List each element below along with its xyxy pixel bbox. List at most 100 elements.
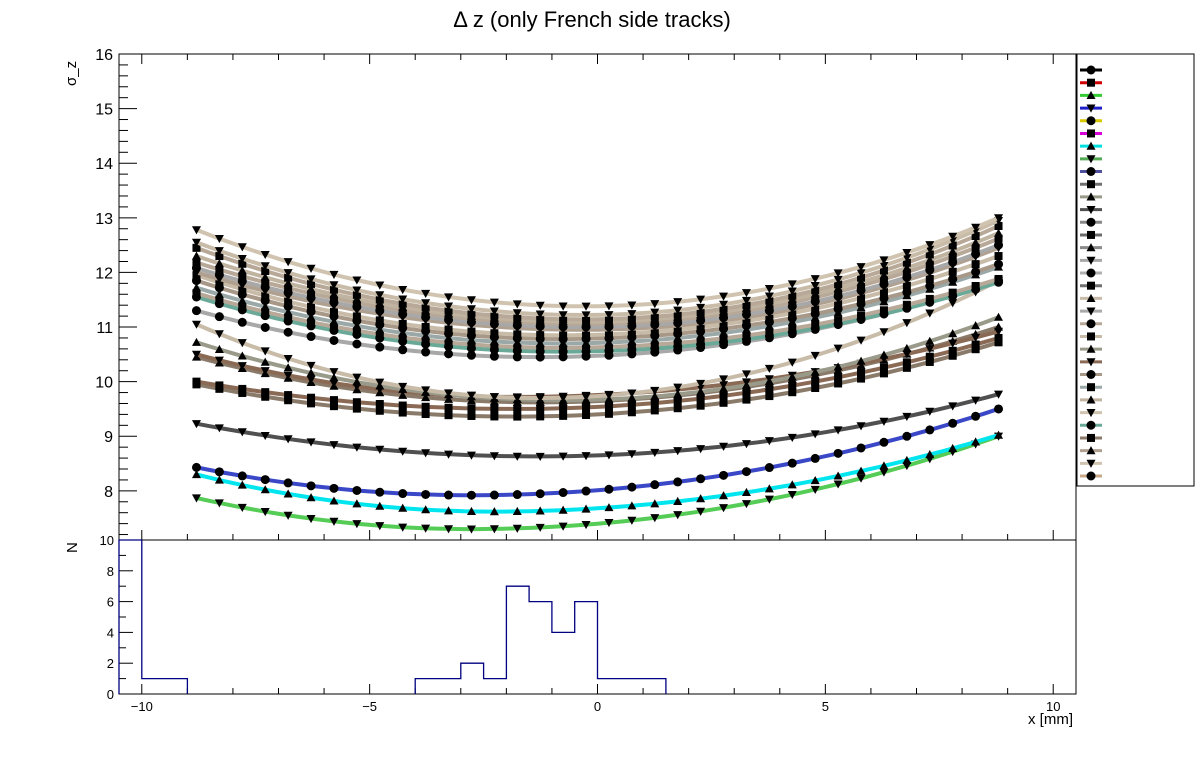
histogram-bin <box>506 586 529 694</box>
data-point <box>214 259 224 268</box>
data-point <box>329 289 339 298</box>
series-1 <box>191 432 1004 534</box>
data-point <box>582 330 591 339</box>
legend-entry <box>1080 90 1102 99</box>
y-tick-label: 10 <box>100 533 114 548</box>
data-point <box>535 452 545 461</box>
data-point <box>329 294 338 303</box>
legend <box>1076 53 1195 487</box>
data-point <box>696 295 706 304</box>
data-point <box>260 302 270 311</box>
data-point <box>650 399 659 408</box>
data-point <box>398 503 408 512</box>
data-point <box>513 330 522 339</box>
data-point <box>306 361 316 370</box>
series-line <box>196 434 1000 532</box>
legend-entry <box>1080 141 1102 150</box>
data-point <box>306 438 316 447</box>
legend-entry <box>1080 446 1102 455</box>
data-point <box>467 411 476 420</box>
data-point <box>856 336 866 345</box>
data-point <box>535 506 545 515</box>
top-y-axis: 8 9 10 11 12 13 14 15 16 <box>95 47 137 536</box>
data-point <box>238 384 247 393</box>
data-point <box>994 338 1003 347</box>
data-point <box>466 305 476 314</box>
data-point <box>581 302 591 311</box>
data-point <box>535 394 545 403</box>
data-point <box>764 376 774 385</box>
data-point <box>444 349 454 359</box>
data-point <box>191 306 201 316</box>
data-point <box>283 478 293 488</box>
data-point <box>306 493 316 502</box>
data-point <box>214 330 224 339</box>
data-point <box>811 320 820 329</box>
data-point <box>764 437 774 446</box>
legend-entry <box>1080 230 1102 239</box>
data-point <box>925 274 934 283</box>
data-point <box>879 256 889 265</box>
data-point <box>214 499 224 508</box>
data-point <box>398 401 407 410</box>
data-point <box>559 404 568 413</box>
data-point <box>902 281 911 290</box>
data-point <box>352 443 362 452</box>
data-point <box>971 260 980 269</box>
data-point <box>650 308 660 317</box>
data-point <box>260 367 270 376</box>
data-point <box>283 327 293 337</box>
data-point <box>558 311 568 320</box>
data-point <box>214 235 224 244</box>
data-point <box>971 321 981 330</box>
data-point <box>559 411 568 420</box>
data-point <box>627 389 637 398</box>
data-point <box>787 280 797 289</box>
data-point <box>902 263 912 272</box>
data-point <box>650 391 660 400</box>
data-point <box>307 393 316 402</box>
data-point <box>1086 420 1096 430</box>
data-point <box>673 404 682 413</box>
data-point <box>306 312 316 321</box>
data-point <box>329 496 339 505</box>
data-point <box>191 226 201 235</box>
data-point <box>398 319 407 328</box>
data-point <box>1086 65 1096 75</box>
data-point <box>1086 243 1096 252</box>
data-point <box>329 317 339 326</box>
legend-entry <box>1080 205 1102 215</box>
data-point <box>513 412 522 421</box>
data-point <box>811 377 820 386</box>
y-tick-label: 14 <box>95 156 113 173</box>
data-point <box>444 506 454 515</box>
data-point <box>856 422 866 431</box>
data-point <box>283 435 293 444</box>
data-point <box>696 303 706 313</box>
top-y-axis-label: σ_z <box>63 61 80 86</box>
data-point <box>879 461 889 470</box>
legend-entry <box>1080 268 1102 278</box>
data-point <box>742 388 751 397</box>
x-tick-label: 10 <box>1046 699 1060 714</box>
data-point <box>764 484 774 493</box>
data-point <box>902 287 912 297</box>
data-point <box>489 298 499 307</box>
data-point <box>352 485 362 495</box>
data-point <box>741 289 751 298</box>
data-point <box>604 342 613 351</box>
x-tick-label: 0 <box>594 699 601 714</box>
data-point <box>352 286 362 295</box>
data-point <box>307 289 316 298</box>
series-4 <box>191 390 1004 461</box>
data-point <box>214 289 224 299</box>
y-tick-label: 2 <box>107 656 114 671</box>
data-point <box>856 356 866 365</box>
data-point <box>902 455 912 464</box>
data-point <box>673 396 682 405</box>
legend-entry <box>1080 408 1102 418</box>
data-point <box>810 282 820 291</box>
data-point <box>673 383 683 392</box>
y-tick-label: 12 <box>95 265 113 282</box>
